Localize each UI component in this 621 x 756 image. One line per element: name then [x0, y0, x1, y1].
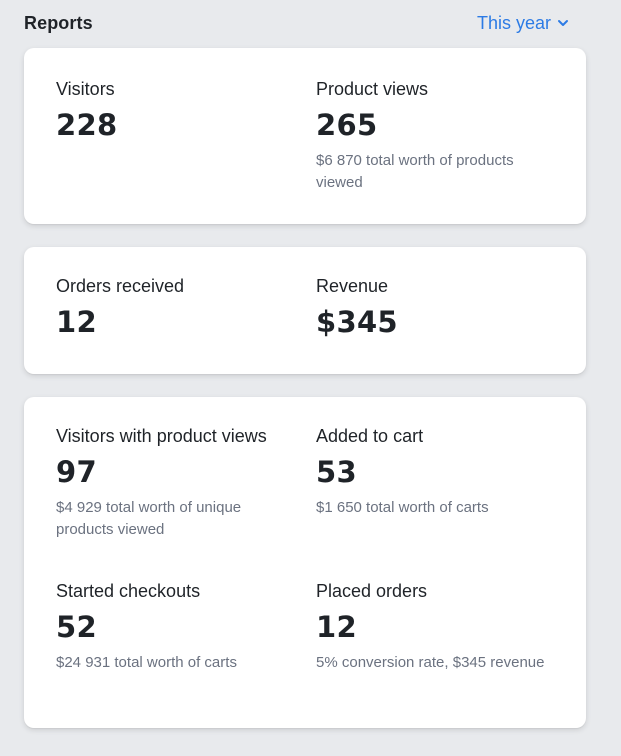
metric-label: Product views	[316, 79, 429, 99]
metric-label: Revenue	[316, 276, 389, 296]
funnel-card: Visitors with product views 97 $4 929 to…	[24, 397, 586, 728]
metric-label: Placed orders	[316, 581, 428, 601]
metric-label: Visitors with product views	[56, 426, 267, 446]
metric-value: 228	[56, 108, 118, 142]
metric-value: 12	[56, 305, 97, 339]
metric-value: 265	[316, 108, 378, 142]
page-title: Reports	[24, 12, 93, 33]
metric-label: Added to cart	[316, 426, 424, 446]
metric-value: 12	[316, 610, 357, 644]
reports-header: Reports This year	[24, 10, 569, 36]
metric-subtext: $1 650 total worth of carts	[316, 499, 489, 516]
metric-revenue: Revenue $345	[316, 275, 556, 337]
metric-placed-orders: Placed orders 12 5% conversion rate, $34…	[316, 580, 556, 674]
metric-value: $345	[316, 305, 398, 339]
chevron-down-icon	[557, 17, 569, 29]
date-range-dropdown[interactable]: This year	[477, 13, 569, 34]
orders-card: Orders received 12 Revenue $345	[24, 247, 586, 374]
visitors-card: Visitors 228 Product views 265 $6 870 to…	[24, 48, 586, 224]
metric-subtext: $4 929 total worth of unique products vi…	[56, 499, 242, 538]
metric-started-checkouts: Started checkouts 52 $24 931 total worth…	[56, 580, 296, 674]
metric-value: 97	[56, 455, 97, 489]
metric-value: 52	[56, 610, 97, 644]
metric-label: Visitors	[56, 79, 115, 99]
metric-visitors: Visitors 228	[56, 78, 296, 140]
metric-label: Orders received	[56, 276, 185, 296]
metric-orders-received: Orders received 12	[56, 275, 296, 337]
metric-visitors-with-product-views: Visitors with product views 97 $4 929 to…	[56, 425, 296, 541]
metric-value: 53	[316, 455, 357, 489]
metric-product-views: Product views 265 $6 870 total worth of …	[316, 78, 556, 194]
metric-added-to-cart: Added to cart 53 $1 650 total worth of c…	[316, 425, 556, 519]
date-range-label: This year	[476, 12, 551, 33]
metric-subtext: $24 931 total worth of carts	[56, 654, 237, 671]
metric-label: Started checkouts	[56, 581, 201, 601]
metric-subtext: $6 870 total worth of products viewed	[316, 152, 514, 191]
metric-subtext: 5% conversion rate, $345 revenue	[316, 654, 545, 671]
